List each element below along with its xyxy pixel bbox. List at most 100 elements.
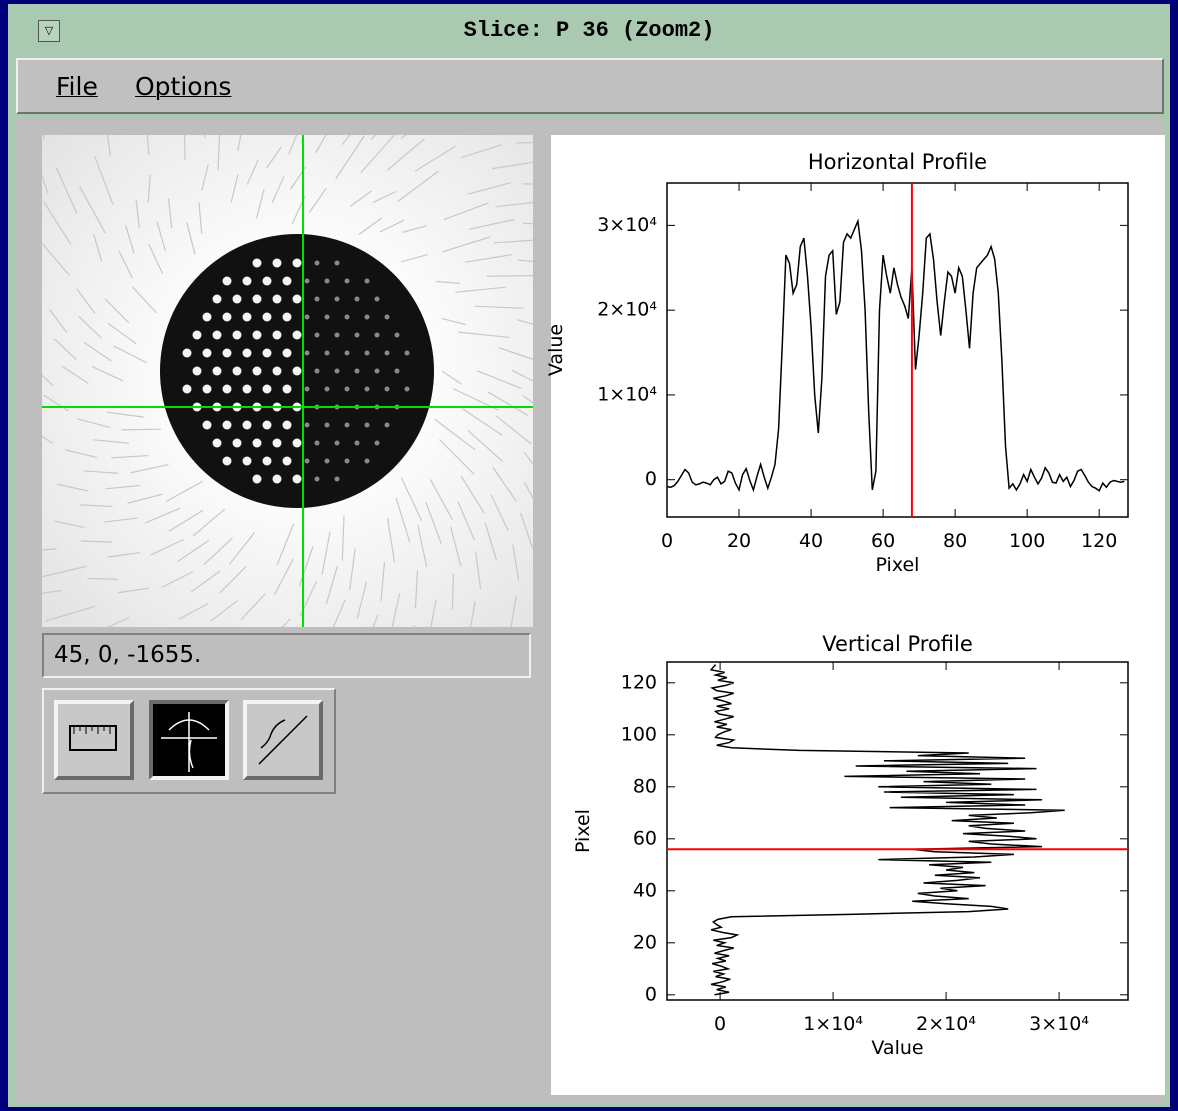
image-streak — [467, 430, 504, 463]
ruler-button[interactable] — [54, 700, 134, 780]
image-streak — [148, 244, 164, 274]
y-tick-label: 40 — [633, 879, 657, 901]
image-streak — [325, 565, 339, 605]
y-axis-title: Value — [545, 324, 567, 376]
image-streak — [127, 493, 164, 504]
image-streak — [380, 561, 386, 602]
image-streak — [460, 475, 485, 514]
image-streak — [135, 199, 140, 228]
image-streak — [192, 508, 226, 537]
image-streak — [104, 517, 138, 523]
image-dot — [262, 276, 272, 286]
image-dot — [364, 314, 370, 320]
image-dot — [354, 440, 360, 446]
toolbar — [42, 688, 336, 794]
image-dot — [304, 314, 310, 320]
image-dot — [384, 314, 390, 320]
menu-item[interactable]: Options — [135, 72, 232, 101]
image-streak — [219, 566, 247, 594]
image-streak — [246, 159, 259, 185]
ruler-icon — [69, 725, 117, 751]
image-dot — [272, 294, 282, 304]
image-dot — [292, 366, 302, 376]
image-dot — [242, 456, 252, 466]
image-streak — [144, 507, 181, 524]
image-dot — [272, 474, 282, 484]
image-dot — [272, 330, 282, 340]
image-streak — [198, 202, 203, 234]
image-streak — [515, 141, 533, 144]
line-button[interactable] — [243, 700, 323, 780]
image-dot — [292, 474, 302, 484]
image-dot — [344, 422, 350, 428]
image-dot — [374, 440, 380, 446]
menu-item[interactable]: File — [56, 72, 98, 101]
image-streak — [441, 370, 462, 385]
image-streak — [230, 174, 239, 203]
image-streak — [42, 374, 54, 387]
image-streak — [341, 515, 345, 561]
image-dot — [324, 458, 330, 464]
image-dot — [262, 456, 272, 466]
image-streak — [443, 202, 489, 221]
image-streak — [276, 523, 295, 566]
image-dot — [202, 312, 212, 322]
image-streak — [386, 518, 396, 563]
image-streak — [356, 581, 368, 619]
x-tick-label: 2×10⁴ — [916, 1013, 976, 1035]
image-streak — [271, 176, 285, 204]
image-streak — [358, 217, 383, 235]
image-streak — [522, 222, 533, 225]
window: Slice: P 36 (Zoom2) ▽ File Options 45, 0… — [8, 4, 1170, 1107]
image-streak — [273, 558, 294, 596]
image-dot — [202, 348, 212, 358]
image-streak — [78, 315, 103, 339]
plot-title: Vertical Profile — [822, 632, 973, 656]
x-tick-label: 60 — [871, 530, 895, 552]
image-dot — [334, 368, 340, 374]
x-tick-label: 120 — [1081, 530, 1117, 552]
image-streak — [106, 411, 144, 418]
image-streak — [332, 599, 346, 627]
image-dot — [344, 314, 350, 320]
x-tick-label: 0 — [661, 530, 673, 552]
status-text: 45, 0, -1655. — [54, 642, 202, 668]
image-streak — [44, 605, 96, 622]
image-streak — [106, 135, 111, 156]
image-streak — [455, 286, 506, 293]
image-streak — [523, 451, 533, 465]
x-axis-title: Value — [871, 1037, 923, 1059]
image-dot — [232, 330, 242, 340]
image-dot — [262, 384, 272, 394]
window-menu-button[interactable]: ▽ — [38, 20, 60, 42]
profile-button[interactable] — [149, 700, 229, 780]
image-dot — [212, 294, 222, 304]
image-dot — [354, 296, 360, 302]
image-dot — [282, 312, 292, 322]
image-dot — [292, 438, 302, 448]
menu-bar: File Options — [16, 58, 1164, 114]
image-streak — [237, 135, 242, 151]
image-dot — [304, 422, 310, 428]
image-streak — [372, 190, 397, 203]
image-streak — [495, 415, 532, 445]
profile-line — [666, 218, 1125, 493]
image-dot — [212, 366, 222, 376]
line-icon — [258, 715, 308, 765]
image-streak — [87, 577, 118, 580]
image-streak — [522, 394, 533, 404]
image-streak — [360, 135, 395, 174]
image-streak — [118, 250, 133, 279]
image-dot — [232, 438, 242, 448]
image-dot — [404, 350, 410, 356]
image-dot — [242, 420, 252, 430]
title-bar: Slice: P 36 (Zoom2) — [8, 4, 1170, 54]
image-dot — [222, 384, 232, 394]
profile-icon — [161, 712, 217, 772]
image-dot — [334, 332, 340, 338]
image-streak — [93, 439, 129, 444]
image-dot — [304, 458, 310, 464]
image-dot — [314, 440, 320, 446]
image-streak — [308, 187, 327, 213]
image-streak — [76, 288, 96, 314]
